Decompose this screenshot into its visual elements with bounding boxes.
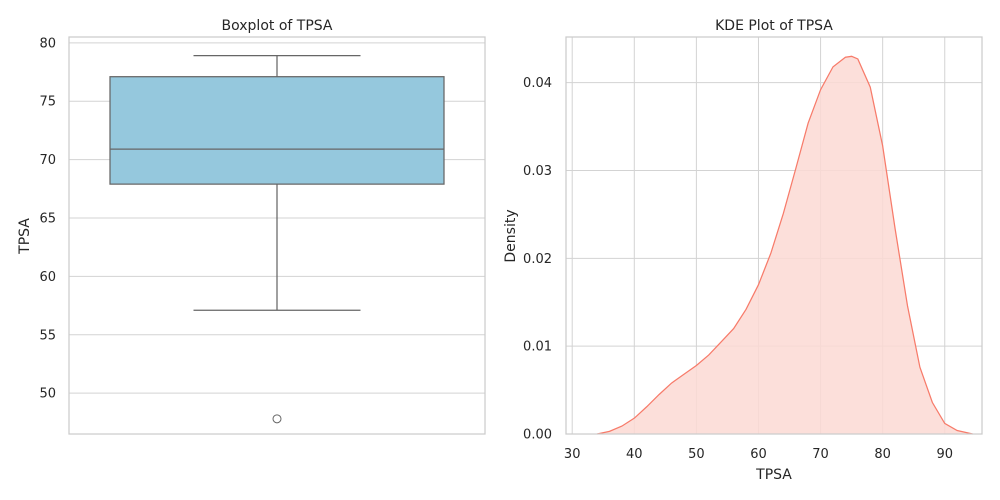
boxplot-y-ticks: 50 55 60 65 70 75 80 — [39, 36, 56, 401]
kde-x-tick-label: 70 — [812, 447, 829, 462]
kde-x-tick-label: 60 — [750, 447, 767, 462]
kde-x-tick-label: 50 — [688, 447, 705, 462]
boxplot-frame — [68, 36, 486, 435]
boxplot-y-tick-label: 70 — [39, 153, 56, 168]
boxplot-marks — [109, 55, 445, 424]
kde-density-line — [596, 55, 973, 435]
boxplot-y-tick-label: 65 — [39, 211, 56, 226]
kde-x-tick-label: 40 — [626, 447, 643, 462]
kde-panel: 30 40 50 60 70 80 90 0.00 0.01 0.02 0.03 0.04 KDE … — [503, 18, 983, 483]
kde-y-tick-label: 0.02 — [523, 252, 552, 267]
boxplot-y-tick-label: 80 — [39, 36, 56, 51]
boxplot-y-tick-label: 60 — [39, 270, 56, 285]
kde-marks — [596, 55, 973, 435]
boxplot-y-axis-label: TPSA — [17, 218, 33, 255]
kde-x-tick-label: 30 — [564, 447, 581, 462]
boxplot-y-tick-label: 50 — [39, 387, 56, 402]
iqr-box — [109, 76, 445, 185]
kde-x-tick-label: 90 — [936, 447, 953, 462]
kde-x-axis-label: TPSA — [755, 467, 792, 483]
kde-y-tick-label: 0.03 — [523, 164, 552, 179]
boxplot-y-tick-label: 55 — [39, 328, 56, 343]
boxplot-panel: 50 55 60 65 70 75 80 Boxplot of TPSA TPSA — [17, 18, 486, 435]
outlier-point — [272, 414, 282, 424]
boxplot-title: Boxplot of TPSA — [222, 18, 333, 34]
kde-y-tick-label: 0.04 — [523, 76, 552, 91]
kde-x-ticks: 30 40 50 60 70 80 90 — [564, 447, 953, 462]
boxplot-y-tick-label: 75 — [39, 95, 56, 110]
kde-area-fill — [597, 56, 973, 434]
kde-title: KDE Plot of TPSA — [715, 18, 833, 34]
kde-frame — [565, 36, 983, 435]
kde-x-tick-label: 80 — [874, 447, 891, 462]
kde-y-axis-label: Density — [503, 209, 519, 262]
kde-y-tick-label: 0.00 — [523, 428, 552, 443]
kde-y-ticks: 0.00 0.01 0.02 0.03 0.04 — [523, 76, 552, 442]
kde-y-tick-label: 0.01 — [523, 340, 552, 355]
